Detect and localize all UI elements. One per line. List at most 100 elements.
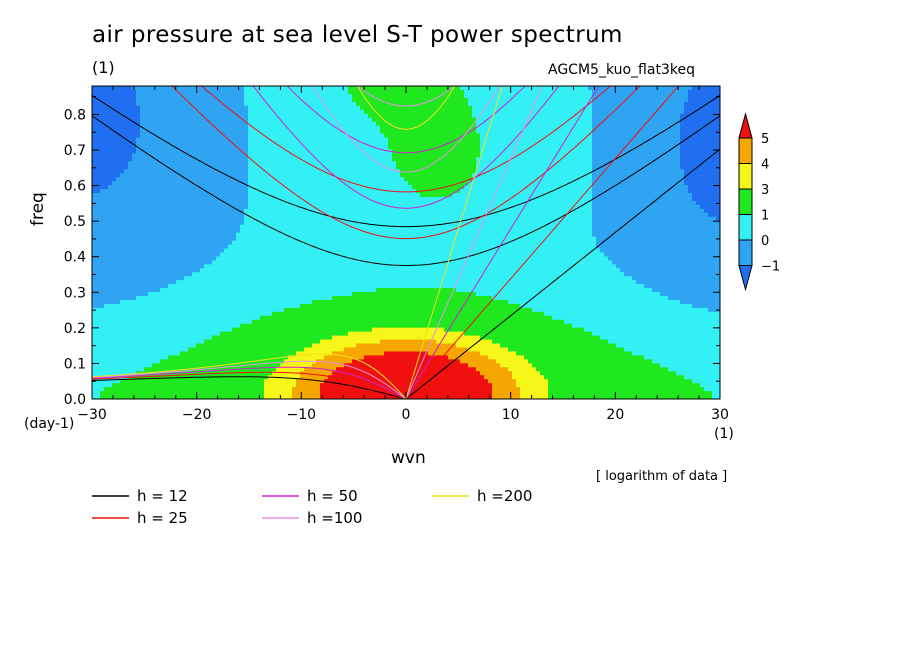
field-cell [352,200,357,206]
field-cell [392,86,397,91]
field-cell [232,181,237,186]
field-cell [428,189,433,194]
field-cell [164,93,169,99]
field-cell [224,181,229,186]
field-cell [304,181,309,186]
field-cell [380,137,385,143]
field-cell [712,121,717,127]
field-cell [628,89,633,95]
field-cell [624,121,629,127]
field-cell [236,165,241,170]
field-cell [324,192,329,198]
field-cell [372,113,377,119]
field-cell [468,121,473,127]
field-cell [632,117,637,123]
field-cell [596,185,601,190]
field-cell [604,169,609,174]
field-cell [372,141,377,147]
field-cell [672,121,677,127]
field-cell [256,169,261,174]
y-axis-unit: (day-1) [24,416,75,432]
field-cell [680,129,685,135]
field-cell [368,117,373,123]
field-cell [480,185,485,190]
field-cell [156,149,161,154]
field-cell [280,137,285,143]
field-cell [448,137,453,143]
field-cell [208,161,213,166]
field-cell [228,173,233,178]
field-cell [148,109,153,115]
field-cell [452,105,457,111]
field-cell [408,149,413,154]
field-cell [668,105,673,111]
field-cell [484,133,489,139]
field-cell [572,173,577,178]
field-cell [600,200,605,206]
field-cell [412,173,417,178]
field-cell [484,145,489,150]
field-cell [656,113,661,119]
field-cell [412,137,417,143]
field-cell [664,161,669,166]
field-cell [324,181,329,186]
field-cell [556,157,561,162]
field-cell [504,161,509,166]
field-cell [432,121,437,127]
field-cell [184,109,189,115]
field-cell [644,165,649,170]
field-cell [512,133,517,139]
field-cell [240,169,245,174]
field-cell [520,173,525,178]
field-cell [160,113,165,119]
field-cell [528,86,533,91]
field-cell [472,129,477,135]
field-cell [572,137,577,143]
field-cell [296,141,301,147]
field-cell [320,161,325,166]
field-cell [200,157,205,162]
field-cell [656,97,661,103]
field-cell [624,157,629,162]
field-cell [560,141,565,147]
field-cell [216,145,221,150]
field-cell [104,86,109,91]
field-cell [636,117,641,123]
field-cell [656,157,661,162]
field-cell [296,86,301,91]
field-cell [428,185,433,190]
field-cell [412,185,417,190]
field-cell [96,181,101,186]
field-cell [148,93,153,99]
field-cell [156,204,161,210]
field-cell [680,196,685,202]
field-cell [368,181,373,186]
field-cell [204,153,209,158]
field-cell [504,185,509,190]
field-cell [576,137,581,143]
field-cell [440,161,445,166]
field-cell [604,173,609,178]
field-cell [180,101,185,107]
field-cell [716,157,720,162]
field-cell [488,93,493,99]
field-cell [664,129,669,135]
field-cell [200,189,205,194]
field-cell [528,173,533,178]
field-cell [432,189,437,194]
field-cell [576,177,581,182]
field-cell [488,204,493,210]
field-cell [472,165,477,170]
field-cell [428,93,433,99]
field-cell [344,169,349,174]
field-cell [632,189,637,194]
field-cell [612,89,617,95]
field-cell [316,137,321,143]
field-cell [416,133,421,139]
field-cell [128,125,133,131]
field-cell [248,129,253,135]
field-cell [528,97,533,103]
field-cell [196,177,201,182]
field-cell [316,189,321,194]
field-cell [672,125,677,131]
